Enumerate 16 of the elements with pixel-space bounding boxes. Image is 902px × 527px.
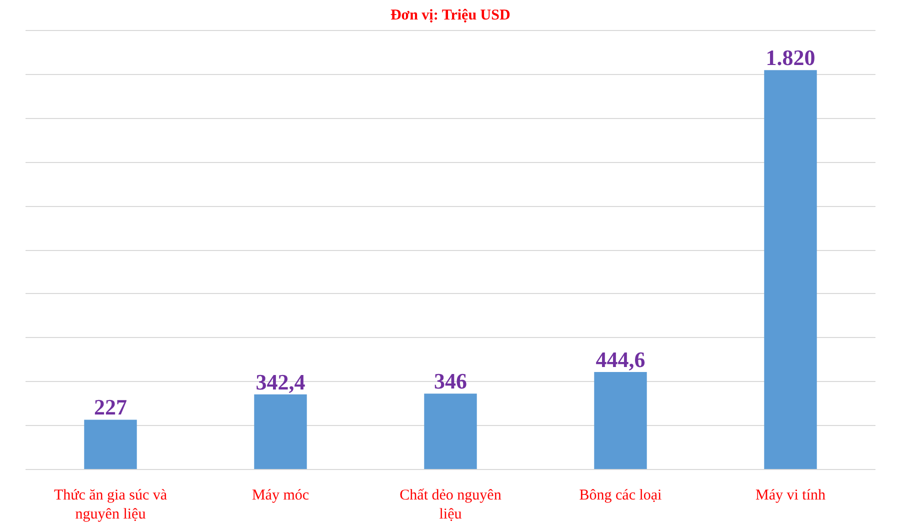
x-tick-label: Thức ăn gia súc và nguyên liệu <box>54 488 168 523</box>
x-tick-label: Bông các loại <box>579 488 662 504</box>
data-label: 342,4 <box>256 369 306 394</box>
data-label: 444,6 <box>596 346 646 372</box>
bar <box>254 394 307 470</box>
chart-title: Đơn vị: Triệu USD <box>390 8 510 24</box>
data-label: 227 <box>94 394 127 420</box>
x-tick-label: Máy móc <box>252 488 310 504</box>
bar <box>84 420 137 470</box>
data-label: 1.820 <box>766 45 816 70</box>
x-tick-label: Máy vi tính <box>756 488 826 504</box>
bar <box>424 394 477 470</box>
bar <box>594 372 647 470</box>
x-tick-label: Chất dẻo nguyên liệu <box>400 488 502 523</box>
data-label: 346 <box>434 368 467 394</box>
bar <box>764 70 817 470</box>
